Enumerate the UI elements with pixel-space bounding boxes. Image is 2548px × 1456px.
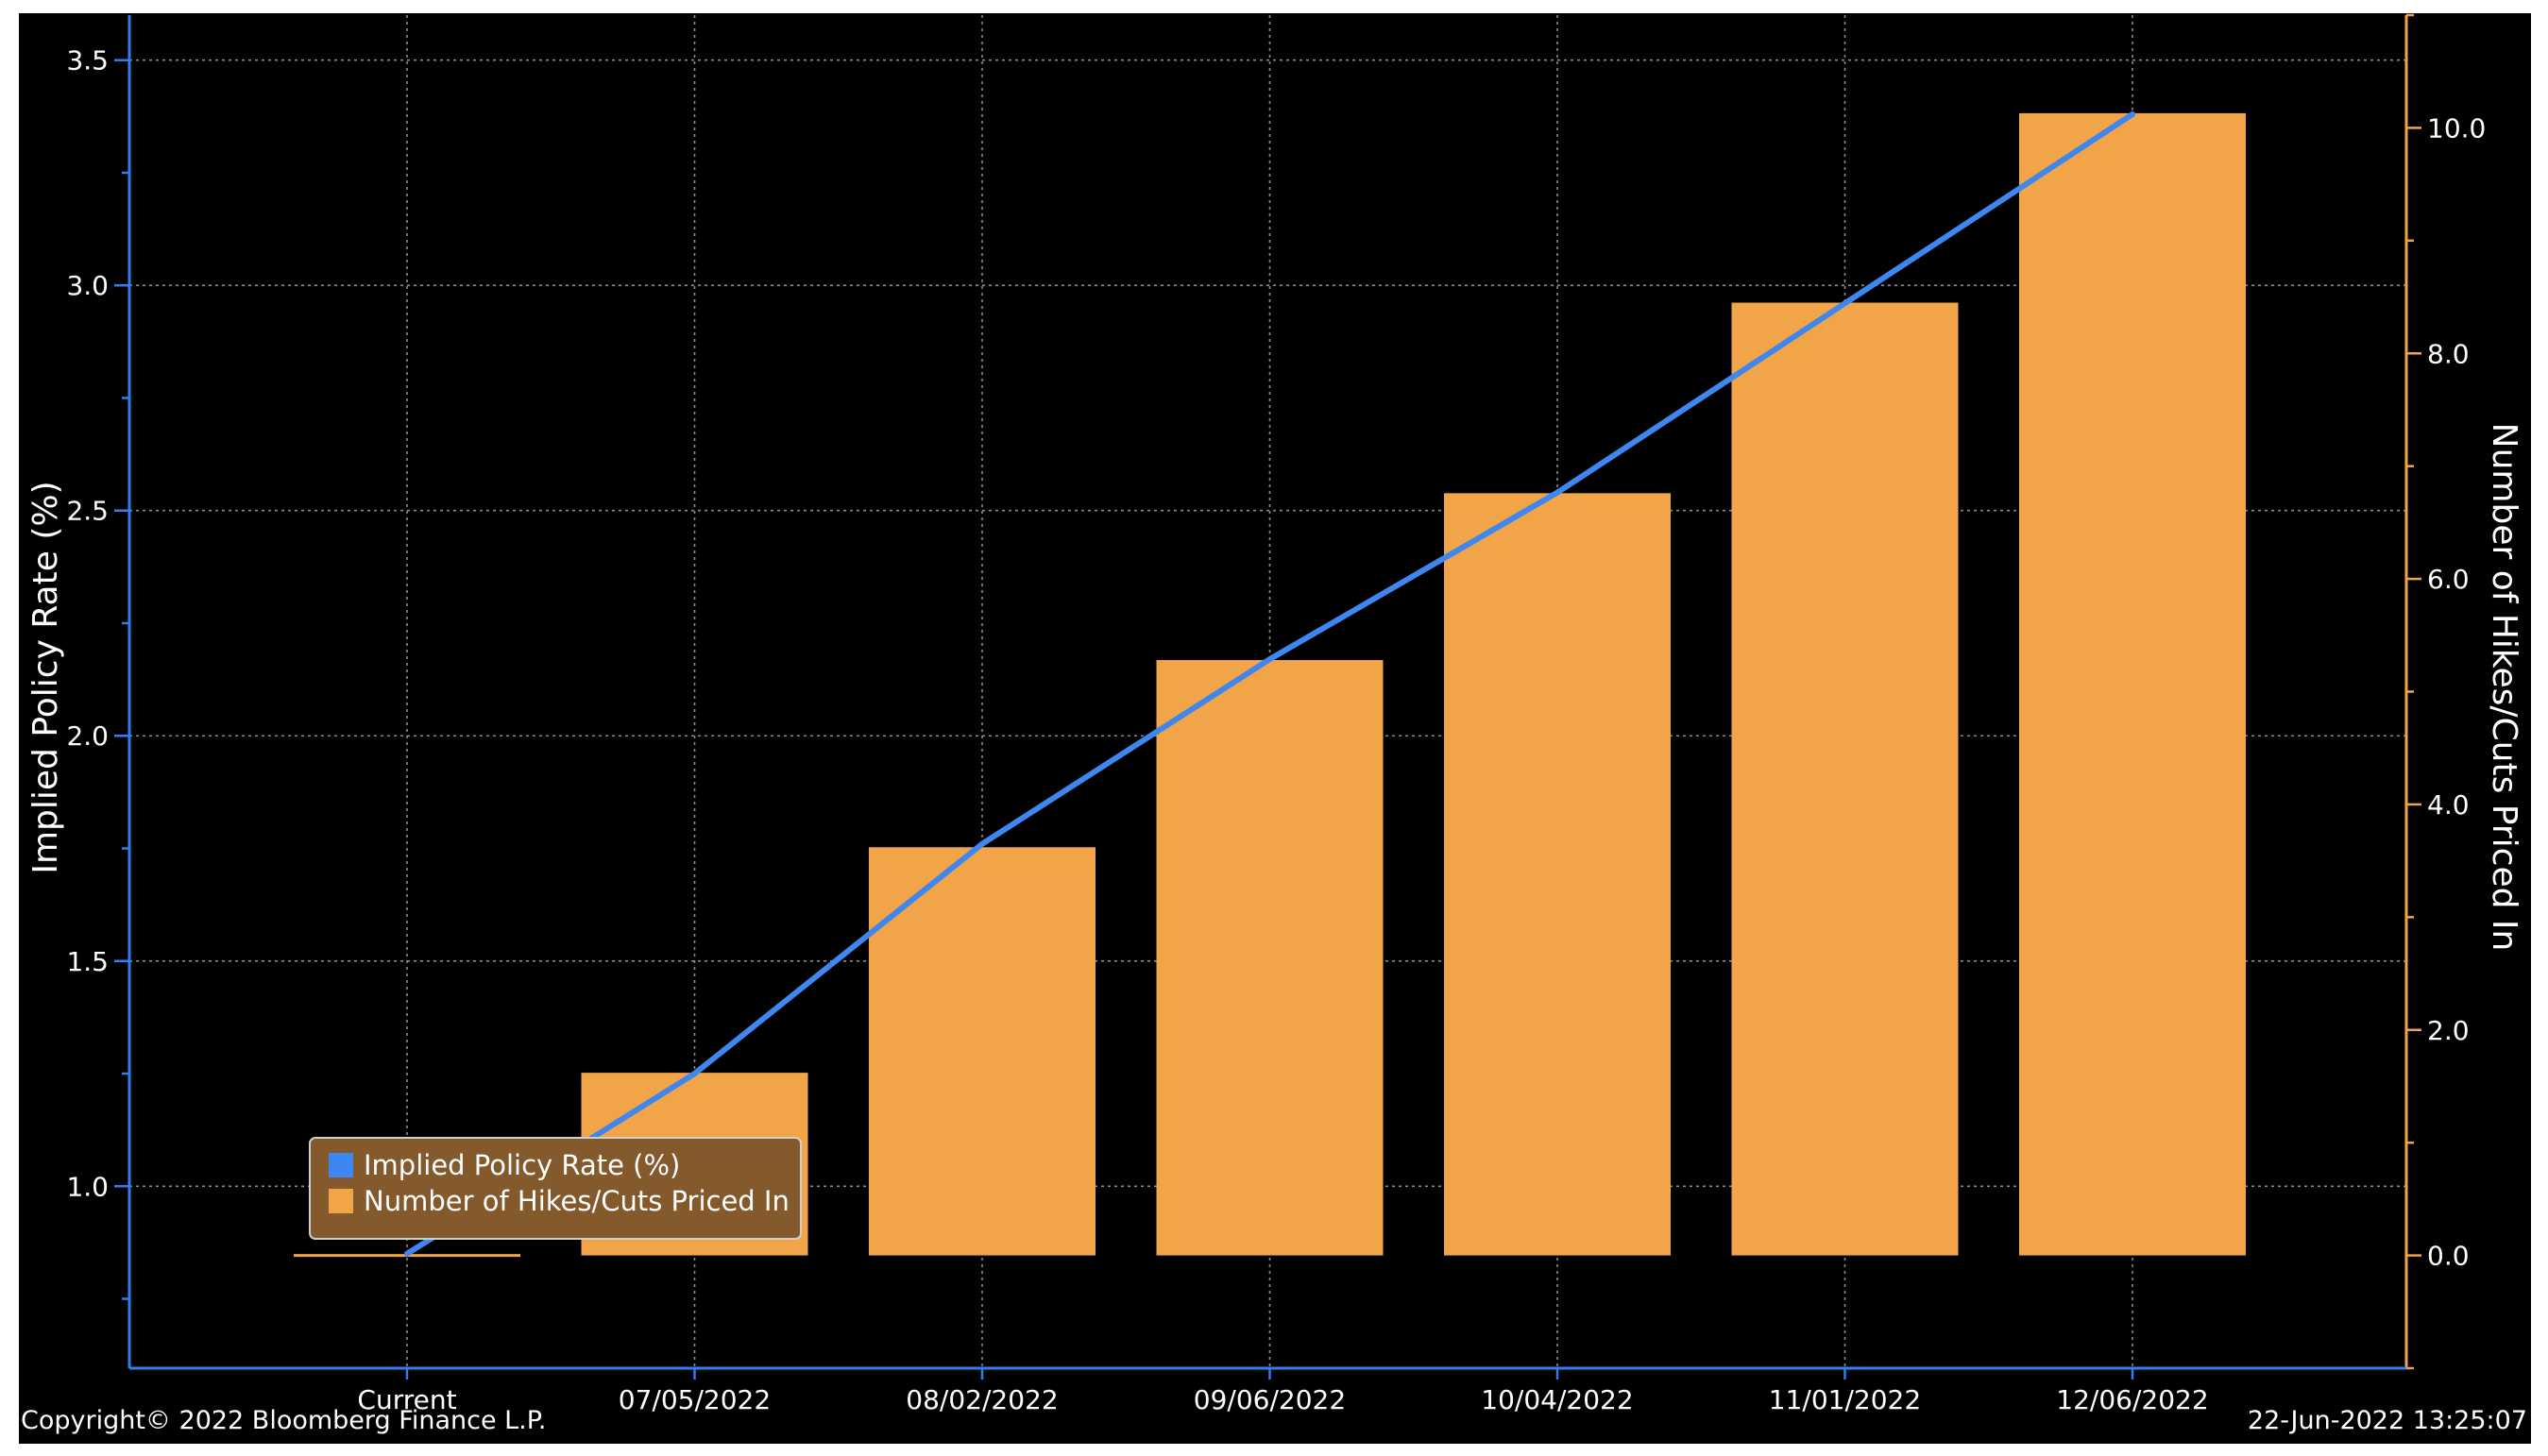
legend-label-0: Implied Policy Rate (%) (364, 1149, 680, 1181)
legend-swatch-1 (329, 1189, 353, 1213)
bar-4 (1444, 493, 1671, 1256)
left-tick-label: 1.0 (66, 1171, 109, 1202)
copyright-text: Copyright© 2022 Bloomberg Finance L.P. (21, 1406, 547, 1435)
legend-layer: Implied Policy Rate (%) Number of Hikes/C… (309, 1137, 802, 1240)
axis-layer: 1.0 1.5 2.0 2.5 3.0 3.5 Implied Policy Rate (%… (26, 13, 2523, 1415)
x-tick-label: Current (357, 1384, 456, 1415)
bar-3 (1156, 660, 1384, 1256)
left-axis-label: Implied Policy Rate (%) (26, 481, 65, 873)
right-tick-label: 2.0 (2427, 1015, 2470, 1046)
right-tick-label: 4.0 (2427, 789, 2470, 821)
x-tick-label: 07/05/2022 (619, 1384, 771, 1415)
timestamp-text: 22-Jun-2022 13:25:07 (2247, 1406, 2527, 1435)
left-tick-label: 2.0 (66, 720, 109, 752)
left-tick-label: 3.5 (66, 45, 109, 76)
legend-swatch-0 (329, 1153, 353, 1177)
legend-box (309, 1137, 802, 1240)
x-tick-label: 12/06/2022 (2056, 1384, 2208, 1415)
bar-2 (869, 847, 1096, 1256)
right-tick-label: 8.0 (2427, 338, 2470, 369)
left-tick-label: 3.0 (66, 270, 109, 301)
right-tick-label: 6.0 (2427, 564, 2470, 595)
bar-layer (294, 112, 2246, 1258)
legend-label-1: Number of Hikes/Cuts Priced In (364, 1185, 790, 1217)
right-axis-label: Number of Hikes/Cuts Priced In (2485, 423, 2523, 952)
bar-5 (1731, 302, 1959, 1256)
bar-6 (2019, 112, 2246, 1256)
x-tick-label: 10/04/2022 (1481, 1384, 1633, 1415)
line-layer (404, 110, 2135, 1257)
chart-frame: 1.0 1.5 2.0 2.5 3.0 3.5 Implied Policy Rate (%… (19, 13, 2531, 1444)
left-tick-label: 1.5 (66, 946, 109, 977)
x-tick-label: 09/06/2022 (1194, 1384, 1346, 1415)
left-tick-label: 2.5 (66, 496, 109, 527)
x-tick-label: 08/02/2022 (906, 1384, 1058, 1415)
x-tick-label: 11/01/2022 (1769, 1384, 1921, 1415)
right-tick-label: 10.0 (2427, 112, 2486, 144)
right-tick-label: 0.0 (2427, 1241, 2470, 1272)
chart-svg: 1.0 1.5 2.0 2.5 3.0 3.5 Implied Policy Rate (%… (26, 13, 2523, 1415)
